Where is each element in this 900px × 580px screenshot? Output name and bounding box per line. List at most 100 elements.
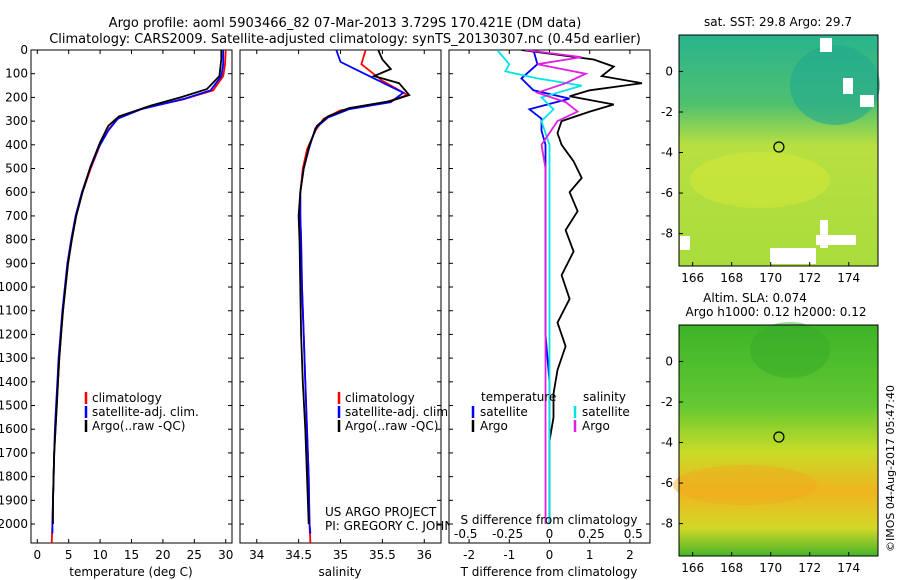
legend-label-climatology: climatology xyxy=(345,391,415,405)
salinity-profiles xyxy=(297,50,411,543)
sst-cool-patch xyxy=(790,45,880,125)
x-tick-label: -2 xyxy=(463,548,475,562)
s-difference-tick-label: -0.25 xyxy=(492,527,523,541)
sst-missing-data xyxy=(860,95,874,107)
x-tick-label: 15 xyxy=(124,548,139,562)
sla-map-ticks: 166 168 170 172 174 0 -2 -4 -6 -8 xyxy=(661,354,860,575)
depth-tick-label: 200 xyxy=(5,90,28,104)
depth-tick-label: 1600 xyxy=(0,422,28,436)
latitude-tick-label: 0 xyxy=(665,354,673,368)
pi-annotation: PI: GREGORY C. JOHNSON xyxy=(325,519,479,533)
latitude-tick-label: 0 xyxy=(665,64,673,78)
x-tick-label: 0 xyxy=(546,548,554,562)
depth-tick-label: 0 xyxy=(20,43,28,57)
x-tick-label: 35.5 xyxy=(369,548,396,562)
legend-label-satellite: satellite-adj. clim. xyxy=(92,405,199,419)
sla-map-title-line2: Argo h1000: 0.12 h2000: 0.12 xyxy=(686,305,867,319)
x-tick-label: 1 xyxy=(586,548,594,562)
temperature-legend: climatology satellite-adj. clim. Argo(..… xyxy=(84,391,199,433)
x-tick-label: 10 xyxy=(92,548,107,562)
s-difference-tick-label: 0 xyxy=(546,527,554,541)
latitude-tick-label: -4 xyxy=(661,146,673,160)
latitude-tick-label: -2 xyxy=(661,395,673,409)
sla-map-field xyxy=(679,325,878,556)
salinity-panel: 34 34.5 35 35.5 36 salinity climatology sate… xyxy=(239,49,479,579)
series-line-salinity-argo xyxy=(525,50,589,524)
legend-label-s-argo: Argo xyxy=(582,419,610,433)
legend-label-s-satellite: satellite xyxy=(582,405,630,419)
x-tick-label: 35 xyxy=(333,548,348,562)
depth-tick-label: 1300 xyxy=(0,351,28,365)
sst-missing-data xyxy=(680,236,690,250)
longitude-tick-label: 174 xyxy=(837,271,860,285)
argo-location-marker xyxy=(773,431,785,443)
depth-tick-label: 1000 xyxy=(0,280,28,294)
sst-missing-data xyxy=(820,38,832,52)
project-annotation: US ARGO PROJECT xyxy=(325,505,437,519)
legend-label-argo: Argo(..raw -QC) xyxy=(92,419,185,433)
salinity-difference-ticks: -0.5 -0.25 0 0.25 0.5 xyxy=(454,527,643,541)
depth-tick-label: 700 xyxy=(5,209,28,223)
temperature-panel: 0100200300400500600700800900100011001200… xyxy=(0,43,233,579)
x-tick-label: 34.5 xyxy=(285,548,312,562)
longitude-tick-label: 174 xyxy=(837,561,860,575)
series-line-salinity-satellite xyxy=(496,50,582,524)
temperature-plot-frame xyxy=(30,49,233,544)
series-line-argo-raw-qc- xyxy=(52,50,223,524)
x-tick-label: 2 xyxy=(626,548,634,562)
difference-depth-ticks xyxy=(449,49,650,525)
depth-tick-label: 1900 xyxy=(0,493,28,507)
depth-tick-label: 900 xyxy=(5,256,28,270)
difference-profiles xyxy=(496,50,643,524)
longitude-tick-label: 170 xyxy=(759,561,782,575)
legend-title-temperature: temperature xyxy=(481,390,556,404)
depth-tick-label: 1400 xyxy=(0,375,28,389)
x-tick-label: 36 xyxy=(417,548,432,562)
depth-tick-label: 100 xyxy=(5,67,28,81)
legend-label-t-satellite: satellite xyxy=(480,405,528,419)
salinity-axis-ticks: 34 34.5 35 35.5 36 xyxy=(249,50,432,562)
depth-axis-ticks: 0 100 200 300 400 500 600 700 800 900 1000 1100 1200… xyxy=(0,43,232,531)
temperature-axis-ticks: 0 5 10 15 20 25 30 xyxy=(33,50,233,562)
latitude-tick-label: -8 xyxy=(661,517,673,531)
legend-label-satellite: satellite-adj. clim. xyxy=(345,405,452,419)
depth-tick-label: 2000 xyxy=(0,517,28,531)
s-difference-axis-label: S difference from climatology xyxy=(461,513,638,527)
argo-location-marker xyxy=(773,141,785,153)
latitude-tick-label: -6 xyxy=(661,186,673,200)
s-difference-tick-label: -0.5 xyxy=(454,527,477,541)
latitude-tick-label: -8 xyxy=(661,227,673,241)
depth-tick-label: 1800 xyxy=(0,470,28,484)
s-difference-tick-label: 0.5 xyxy=(624,527,643,541)
salinity-legend: climatology satellite-adj. clim. Argo(..… xyxy=(337,391,452,433)
longitude-tick-label: 170 xyxy=(759,271,782,285)
series-line-argo-raw-qc- xyxy=(297,50,411,525)
temperature-axis-label: temperature (deg C) xyxy=(69,565,192,579)
sla-map-title-line1: Altim. SLA: 0.074 xyxy=(703,291,807,305)
depth-tick-label: 1200 xyxy=(0,327,28,341)
difference-panel: -2 -1 0 1 2 -0.5 -0.25 0 0.25 0.5 S difference f… xyxy=(448,49,651,579)
sla-high-patch xyxy=(673,465,817,505)
x-tick-label: 25 xyxy=(187,548,202,562)
s-difference-tick-label: 0.25 xyxy=(578,527,605,541)
depth-tick-label: 300 xyxy=(5,114,28,128)
sst-missing-data xyxy=(816,235,856,245)
depth-tick-label: 1500 xyxy=(0,399,28,413)
sst-missing-data xyxy=(770,248,816,264)
salinity-axis-label: salinity xyxy=(318,565,361,579)
figure-title-line2: Climatology: CARS2009. Satellite-adjuste… xyxy=(49,32,641,47)
sst-map-title: sat. SST: 29.8 Argo: 29.7 xyxy=(704,15,852,29)
x-tick-label: -1 xyxy=(503,548,515,562)
sst-map-panel: sat. SST: 29.8 Argo: 29.7 166 168 170 172 17… xyxy=(661,15,880,285)
legend-title-salinity: salinity xyxy=(583,390,626,404)
legend-label-climatology: climatology xyxy=(92,391,162,405)
salinity-plot-frame xyxy=(239,49,442,544)
latitude-tick-label: -2 xyxy=(661,105,673,119)
x-tick-label: 34 xyxy=(249,548,264,562)
longitude-tick-label: 172 xyxy=(798,271,821,285)
sst-missing-data xyxy=(843,78,853,94)
depth-tick-label: 800 xyxy=(5,233,28,247)
x-tick-label: 5 xyxy=(65,548,73,562)
legend-label-argo: Argo(..raw -QC) xyxy=(345,419,438,433)
x-tick-label: 0 xyxy=(33,548,41,562)
